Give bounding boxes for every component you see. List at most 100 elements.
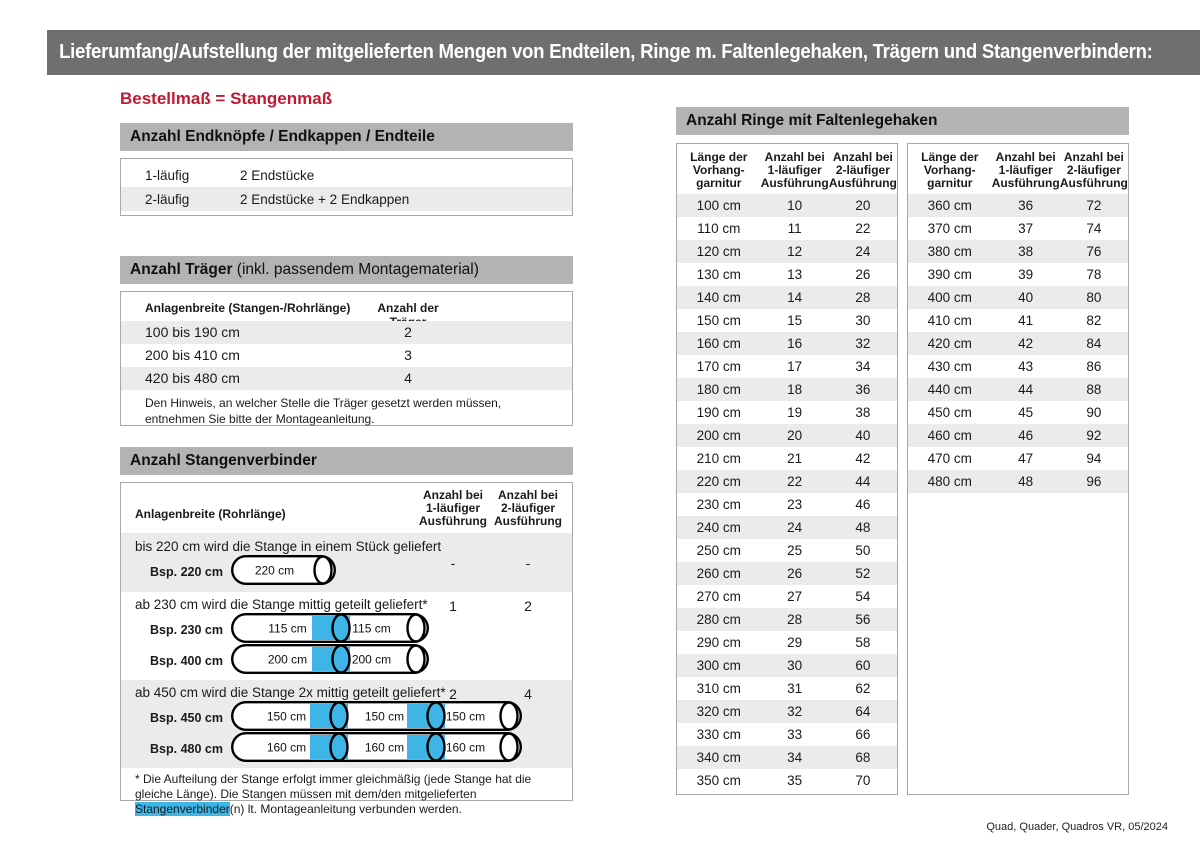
cell-laenge: 100 cm [696,198,741,213]
cell-anzahl-1-laeufig: 33 [787,727,803,742]
table-row: 210 cm 21 42 [677,447,897,470]
cell-anzahl-2-laeufig: 78 [1086,267,1102,282]
cell-laenge: 160 cm [696,336,741,351]
cell-anzahl-2-laeufig: 90 [1086,405,1102,420]
table-row: 400 cm 40 80 [908,286,1128,309]
cell-laenge: 460 cm [927,428,972,443]
section-header-ringe: Anzahl Ringe mit Faltenlegehaken [676,107,1129,135]
rod-example-label: Bsp. 400 cm [150,654,223,668]
ringe-table-left: Länge der Vorhang-garnitur Anzahl bei 1-läu… [676,143,898,795]
column-header-anlagenbreite: Anlagenbreite (Stangen-/Rohrlänge) [145,301,351,315]
cell-anzahl-2-laeufig: 62 [855,681,871,696]
svg-text:150 cm: 150 cm [446,709,485,723]
cell-laenge: 470 cm [927,451,972,466]
cell-anzahl-2-laeufig: 28 [855,290,871,305]
table-row: 200 cm 20 40 [677,424,897,447]
column-header-line: Länge der [921,150,979,164]
svg-text:115 cm: 115 cm [352,621,390,635]
cell-laenge: 420 cm [927,336,972,351]
column-header-line: Ausführung [828,176,897,190]
cell-anzahl-2-laeufig: 60 [855,658,871,673]
stangenverbinder-table-header: Anlagenbreite (Rohrlänge) Anzahl bei 1-lä… [121,483,572,533]
table-row: 420 bis 480 cm 4 [121,367,572,390]
cell-laenge: 390 cm [927,267,972,282]
column-header-line: 1-läufiger [767,163,822,177]
cell-laenge: 330 cm [696,727,741,742]
cell-laenge: 290 cm [696,635,741,650]
stangenverbinder-footnote: * Die Aufteilung der Stange erfolgt imme… [121,768,572,817]
cell-laenge: 300 cm [696,658,741,673]
ringe-table-header: Länge der Vorhang-garnitur Anzahl bei 1-läu… [677,144,897,194]
cell-laenge: 120 cm [696,244,741,259]
cell-laenge: 380 cm [927,244,972,259]
table-row: 340 cm 34 68 [677,746,897,769]
cell-anzahl-2-laeufig: 66 [855,727,871,742]
column-header-line: Vorhang- [692,163,745,177]
table-row: 440 cm 44 88 [908,378,1128,401]
table-row: 360 cm 36 72 [908,194,1128,217]
table-row: 170 cm 17 34 [677,355,897,378]
table-row: ab 450 cm wird die Stange 2x mittig gete… [121,680,572,768]
cell-anzahl-1-laeufig: 47 [1018,451,1034,466]
table-row: 430 cm 43 86 [908,355,1128,378]
rod-diagram: 200 cm 200 cm [231,643,430,679]
row-description: ab 230 cm wird die Stange mittig geteilt… [135,597,428,612]
table-row: 260 cm 26 52 [677,562,897,585]
column-header-line: 2-läufiger [835,163,890,177]
cell: 1-läufig [145,167,190,183]
footnote-highlight: Stangenverbinder [135,802,230,816]
column-header-line: garnitur [696,176,742,190]
row-description: bis 220 cm wird die Stange in einem Stüc… [135,539,442,554]
stangenverbinder-table: Anlagenbreite (Rohrlänge) Anzahl bei 1-lä… [120,482,573,816]
footnote-text: * Die Aufteilung der Stange erfolgt imme… [135,772,532,801]
cell-laenge: 320 cm [696,704,741,719]
table-row: 100 bis 190 cm 2 [121,321,572,344]
ringe-table-right: Länge der Vorhang-garnitur Anzahl bei 1-läu… [907,143,1129,795]
cell-anzahl-2-laeufig: 72 [1086,198,1102,213]
table-row: 460 cm 46 92 [908,424,1128,447]
cell-laenge: 190 cm [696,405,741,420]
cell-laenge: 410 cm [927,313,972,328]
cell-anzahl-1-laeufig: 34 [787,750,803,765]
cell-anzahl-2-laeufig: 70 [855,773,871,788]
table-row: 2-läufig 2 Endstücke + 2 Endkappen [121,187,572,211]
table-row: 230 cm 23 46 [677,493,897,516]
table-row: 250 cm 25 50 [677,539,897,562]
svg-text:160 cm: 160 cm [267,740,306,754]
traeger-table-header: Anlagenbreite (Stangen-/Rohrlänge) Anzah… [121,292,572,329]
table-row: 120 cm 12 24 [677,240,897,263]
table-row: 200 bis 410 cm 3 [121,344,572,367]
cell-anzahl-2-laeufig: 52 [855,566,871,581]
traeger-note: Den Hinweis, an welcher Stelle die Träge… [145,396,502,426]
rod-example-label: Bsp. 230 cm [150,623,223,637]
cell-anzahl-2-laeufig: 2 [524,598,532,614]
cell-laenge: 240 cm [696,520,741,535]
cell-anzahl-1-laeufig: 39 [1018,267,1034,282]
table-row: 380 cm 38 76 [908,240,1128,263]
table-row: 390 cm 39 78 [908,263,1128,286]
cell-anzahl-1-laeufig: 42 [1018,336,1034,351]
rod-diagram: 150 cm 150 cm 150 cm [231,700,523,736]
cell-anzahl-1-laeufig: 40 [1018,290,1034,305]
cell-anzahl-1-laeufig: 43 [1018,359,1034,374]
svg-text:200 cm: 200 cm [268,652,307,666]
cell-laenge: 340 cm [696,750,741,765]
table-row: 100 cm 10 20 [677,194,897,217]
rod-example-line: Bsp. 450 cm 150 cm 150 cm 150 cm [121,700,572,736]
cell: 2-läufig [145,191,190,207]
cell-anzahl-2-laeufig: 38 [855,405,871,420]
table-row: 150 cm 15 30 [677,309,897,332]
section-header-endteile-label: Anzahl Endknöpfe / Endkappen / Endteile [130,128,435,145]
cell-anzahl: 4 [404,370,412,386]
cell-anlagenbreite: 420 bis 480 cm [145,370,240,386]
cell-anzahl-2-laeufig: 48 [855,520,871,535]
cell-anzahl-2-laeufig: 30 [855,313,871,328]
column-header-anlagenbreite-rohrlaenge: Anlagenbreite (Rohrlänge) [135,507,286,521]
table-row: 420 cm 42 84 [908,332,1128,355]
column-header-line: Anzahl bei [764,150,825,164]
cell-laenge: 310 cm [696,681,741,696]
cell-anzahl-1-laeufig: 15 [787,313,803,328]
column-header-line: 2-läufiger [1066,163,1121,177]
cell-laenge: 230 cm [696,497,741,512]
